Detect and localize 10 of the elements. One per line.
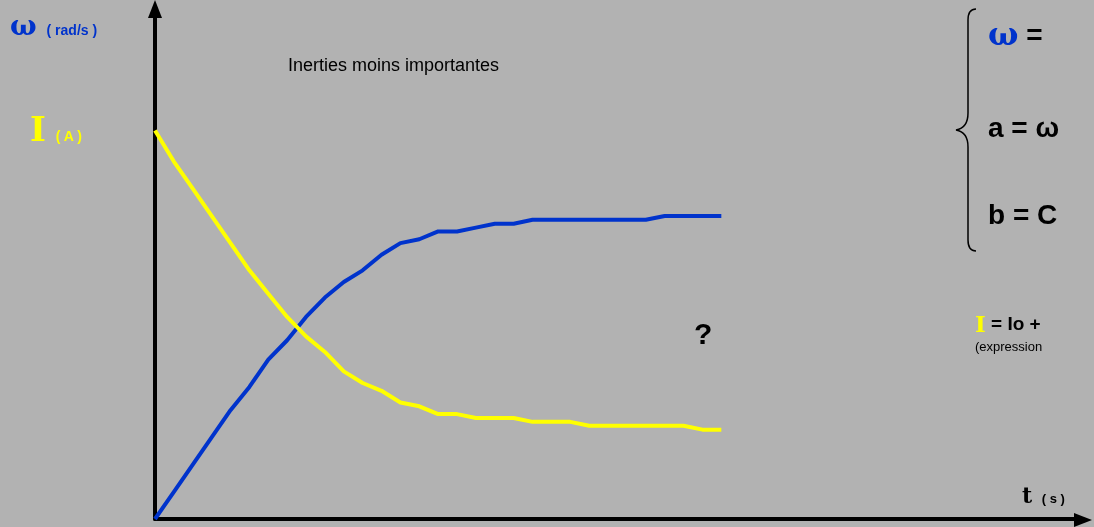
annotation: b = C	[988, 198, 1058, 230]
annotation: (expression	[975, 339, 1043, 354]
annotation: ?	[694, 316, 713, 350]
text: I ( A )	[30, 109, 82, 149]
annotation: a = ω	[988, 111, 1060, 143]
text: Inerties moins importantes	[288, 55, 500, 75]
annotation: I = Io +	[975, 310, 1041, 337]
text: ω =	[988, 15, 1043, 53]
x-axis-title: t ( s )	[1022, 482, 1065, 508]
text: ω ( rad/s )	[10, 9, 98, 42]
